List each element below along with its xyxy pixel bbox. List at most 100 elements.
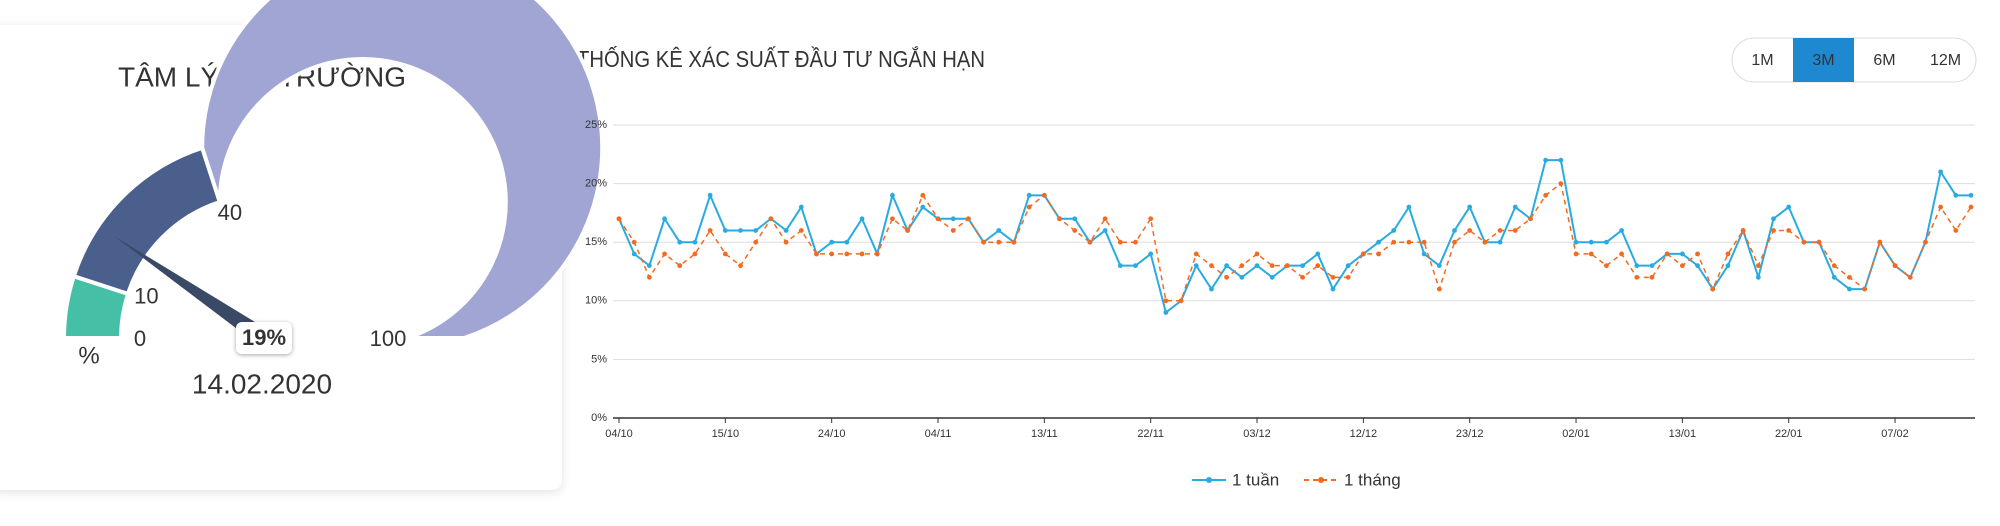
data-point <box>1011 239 1017 245</box>
period-button-active[interactable] <box>1793 38 1854 82</box>
data-point <box>1163 298 1169 304</box>
data-point <box>1923 239 1928 245</box>
data-point <box>844 251 850 257</box>
data-point <box>1907 274 1913 280</box>
data-point <box>1771 216 1776 222</box>
data-point <box>965 216 971 222</box>
x-tick-label: 15/10 <box>712 428 740 440</box>
data-point <box>1239 263 1245 269</box>
data-point <box>1102 228 1108 233</box>
data-point <box>1588 239 1594 245</box>
data-point <box>1148 216 1154 222</box>
gauge-band <box>200 0 605 340</box>
data-point <box>1467 204 1473 210</box>
data-point <box>707 228 713 233</box>
period-button[interactable]: 3M <box>1812 52 1834 69</box>
gauge-tick-label: 100 <box>370 326 407 351</box>
data-point <box>1771 228 1776 233</box>
data-point <box>1725 251 1731 257</box>
value-box <box>236 322 292 354</box>
gauge-date: 14.02.2020 <box>192 368 332 399</box>
data-point <box>1315 251 1321 257</box>
data-point <box>935 216 941 222</box>
data-point <box>1634 274 1640 280</box>
x-tick-label: 13/01 <box>1669 428 1697 440</box>
data-point <box>1588 251 1594 257</box>
data-point <box>1041 192 1047 198</box>
data-point <box>1725 263 1731 269</box>
data-point <box>1679 263 1685 269</box>
data-point <box>1695 263 1700 269</box>
data-point <box>1315 263 1321 269</box>
data-point <box>1619 228 1625 233</box>
data-point <box>662 251 667 257</box>
gauge-value: 19% <box>242 325 286 350</box>
data-point <box>1543 157 1549 163</box>
data-point <box>1467 228 1473 233</box>
data-point <box>1254 263 1260 269</box>
data-point <box>1695 251 1700 257</box>
x-tick-label: 04/10 <box>605 428 633 440</box>
data-point <box>1285 263 1290 269</box>
gauge-tick-label: 0 <box>134 326 146 351</box>
data-point <box>1087 239 1093 245</box>
data-point <box>722 228 728 233</box>
data-point <box>616 216 622 222</box>
data-point <box>1133 263 1138 269</box>
data-point <box>859 216 865 222</box>
data-point <box>996 239 1002 245</box>
data-point <box>1148 251 1154 257</box>
x-tick-label: 24/10 <box>818 428 846 440</box>
gauge-tick-label: 40 <box>218 200 242 225</box>
data-point <box>905 228 911 233</box>
data-point <box>1269 274 1275 280</box>
data-point <box>1649 274 1655 280</box>
data-point <box>996 228 1002 233</box>
data-point <box>1193 263 1199 269</box>
data-point <box>1755 274 1761 280</box>
data-point <box>1193 251 1199 257</box>
data-point <box>722 251 728 257</box>
data-point <box>1436 263 1442 269</box>
data-point <box>1026 192 1032 198</box>
data-point <box>1953 228 1959 233</box>
data-point <box>753 239 759 245</box>
data-point <box>662 216 667 222</box>
data-point <box>631 251 637 257</box>
y-tick-label: 0% <box>591 412 607 424</box>
data-point <box>1406 239 1412 245</box>
data-point <box>1102 216 1108 222</box>
y-tick-label: 5% <box>591 353 607 365</box>
gauge-card <box>0 25 562 490</box>
period-button[interactable]: 1M <box>1751 52 1773 69</box>
data-point <box>1345 274 1351 280</box>
data-point <box>1482 239 1488 245</box>
y-tick-label: 15% <box>585 236 607 248</box>
data-point <box>1057 216 1062 222</box>
period-button[interactable]: 12M <box>1930 52 1961 69</box>
data-point <box>1679 251 1685 257</box>
data-point <box>677 263 683 269</box>
data-point <box>631 239 637 245</box>
x-tick-label: 07/02 <box>1881 428 1909 440</box>
data-point <box>1968 204 1974 210</box>
data-point <box>950 228 956 233</box>
data-point <box>753 228 759 233</box>
data-point <box>950 216 956 222</box>
data-point <box>798 228 804 233</box>
data-point <box>814 251 819 257</box>
data-point <box>859 251 865 257</box>
data-point <box>1117 263 1123 269</box>
data-point <box>646 274 652 280</box>
data-point <box>1801 239 1807 245</box>
data-point <box>981 239 986 245</box>
data-point <box>1452 239 1457 245</box>
data-point <box>1209 286 1214 292</box>
data-point <box>1543 192 1549 198</box>
period-button[interactable]: 6M <box>1873 52 1895 69</box>
data-point <box>1512 228 1518 233</box>
data-point <box>829 251 835 257</box>
data-point <box>1300 274 1305 280</box>
data-point <box>1649 263 1655 269</box>
data-point <box>1664 251 1670 257</box>
